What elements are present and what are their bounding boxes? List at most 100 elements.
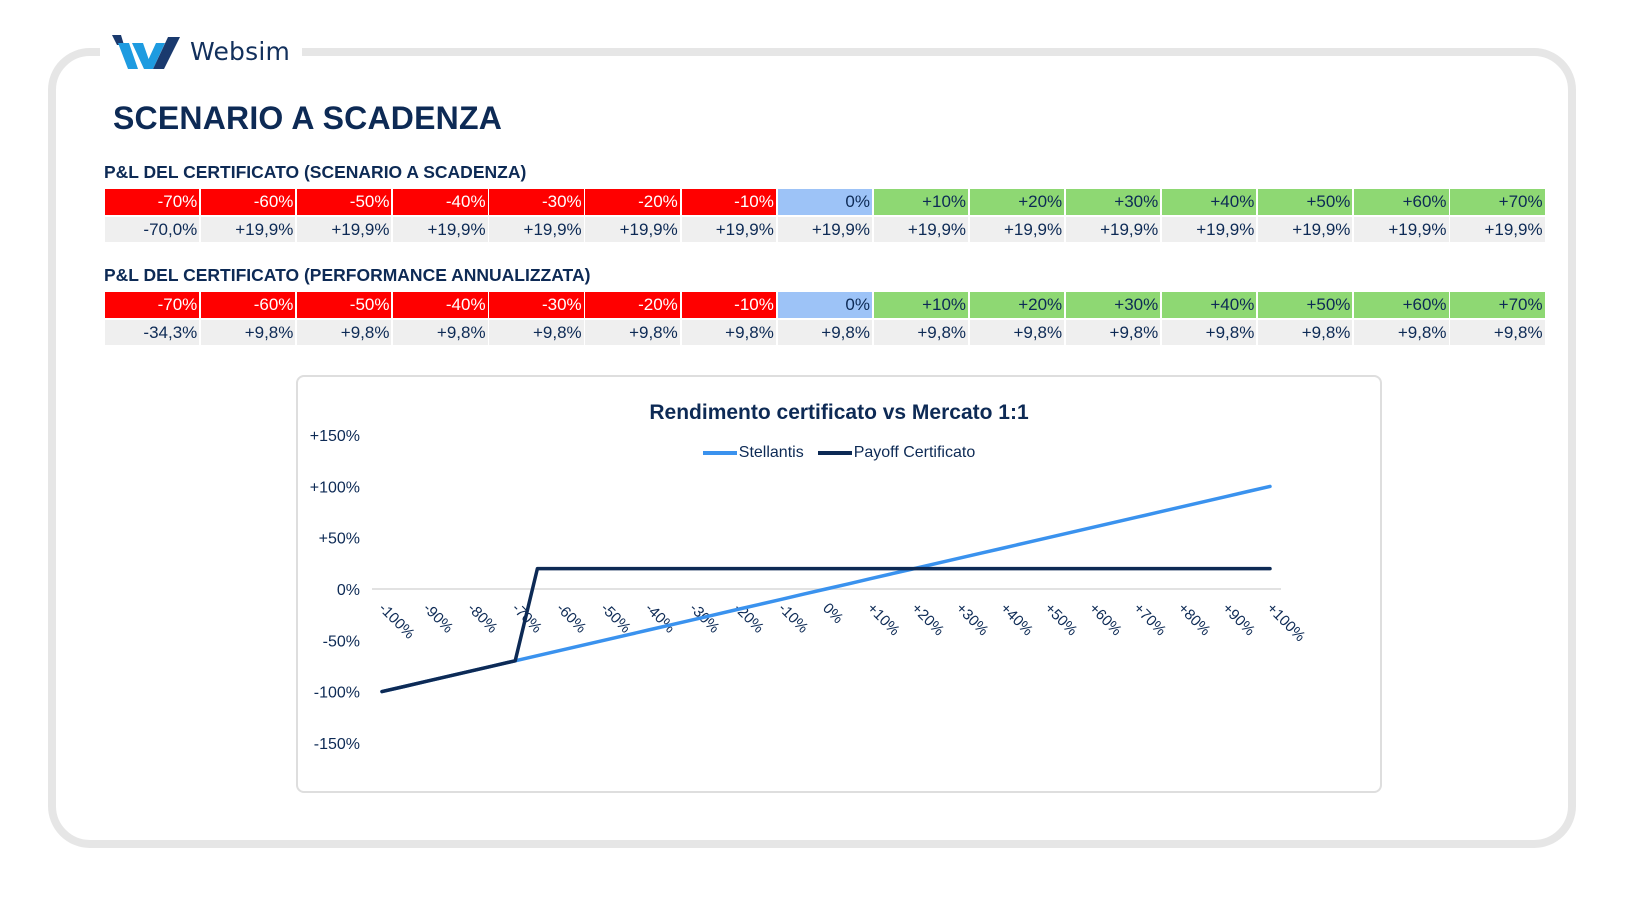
scenario-header-cell: -20%	[585, 292, 680, 318]
x-tick-label: -90%	[420, 600, 457, 637]
scenario-header-cell: +20%	[969, 292, 1065, 318]
x-tick-label: +10%	[864, 600, 903, 639]
pl-value-cell: +19,9%	[1354, 217, 1449, 242]
scenario-header-cell: -30%	[489, 189, 584, 215]
scenario-header-cell: -10%	[681, 189, 776, 215]
scenario-header-cell: +30%	[1065, 189, 1161, 215]
scenario-header-cell: +40%	[1162, 189, 1257, 215]
x-tick-label: -10%	[775, 600, 812, 637]
legend-line-icon	[817, 451, 852, 455]
websim-logo[interactable]: Websim	[100, 26, 303, 76]
legend-item-stellantis[interactable]: Stellantis	[702, 444, 804, 462]
x-tick-label: +70%	[1130, 600, 1169, 639]
scenario-header-cell: +50%	[1258, 189, 1353, 215]
pl-value-cell: +9,8%	[777, 320, 872, 345]
outer-frame	[48, 48, 1576, 848]
websim-w-icon	[112, 35, 180, 69]
pl-value-cell: +19,9%	[393, 217, 488, 242]
scenario-header-cell: -40%	[393, 292, 488, 318]
line-chart-plot: +150%+100%+50%0%-50%-100%-150%-100% -90% -…	[310, 428, 1309, 753]
table-title-scadenza: P&L DEL CERTIFICATO (SCENARIO A SCADENZA…	[104, 162, 527, 182]
chart-title: Rendimento certificato vs Mercato 1:1	[649, 401, 1029, 424]
scenario-header-cell: +30%	[1065, 292, 1161, 318]
scenario-header-cell: +60%	[1354, 292, 1449, 318]
pl-value-cell: +9,8%	[1065, 320, 1161, 345]
pl-value-cell: +19,9%	[873, 217, 969, 242]
pl-value-cell: +9,8%	[1354, 320, 1449, 345]
x-tick-label: +40%	[997, 600, 1036, 639]
scenario-header-cell: +10%	[873, 189, 969, 215]
pl-value-cell: +9,8%	[969, 320, 1065, 345]
scenario-header-cell: +70%	[1450, 292, 1545, 318]
x-tick-label: -60%	[553, 600, 590, 637]
scenario-header-cell: +20%	[969, 189, 1065, 215]
pl-value-cell: +19,9%	[489, 217, 584, 242]
pl-value-cell: +19,9%	[297, 217, 392, 242]
pl-value-cell: +9,8%	[585, 320, 680, 345]
pl-table-scadenza: -70% -60% -50% -40% -30% -20% -10% 0% +10% +20% +3…	[105, 189, 1545, 242]
pl-value-cell: +9,8%	[1258, 320, 1353, 345]
x-tick-label: +90%	[1219, 600, 1258, 639]
pl-value-cell: +19,9%	[201, 217, 296, 242]
scenario-header-cell: +40%	[1162, 292, 1257, 318]
brand-name: Websim	[190, 36, 291, 66]
y-tick-label: -150%	[314, 736, 360, 753]
pl-value-cell: +9,8%	[489, 320, 584, 345]
pl-value-cell: +19,9%	[777, 217, 872, 242]
table-title-annualizzata: P&L DEL CERTIFICATO (PERFORMANCE ANNUALI…	[104, 265, 591, 285]
pl-value-cell: -70,0%	[105, 217, 200, 242]
legend-label: Payoff Certificato	[853, 444, 976, 461]
scenario-header-cell: -20%	[585, 189, 680, 215]
scenario-header-cell: -50%	[297, 189, 392, 215]
pl-value-cell: +19,9%	[1258, 217, 1353, 242]
scenario-header-cell: -60%	[201, 292, 296, 318]
y-tick-label: 0%	[337, 582, 360, 599]
y-tick-label: -50%	[323, 633, 360, 650]
chart-legend: Stellantis Payoff Certificato	[298, 444, 1380, 462]
pl-value-cell: +9,8%	[681, 320, 776, 345]
chart-card: Rendimento certificato vs Mercato 1:1 St…	[296, 375, 1382, 793]
pl-value-cell: +9,8%	[1450, 320, 1545, 345]
x-tick-label: +50%	[1041, 600, 1080, 639]
pl-value-cell: +9,8%	[873, 320, 969, 345]
pl-value-cell: +19,9%	[1162, 217, 1257, 242]
pl-value-cell: +19,9%	[585, 217, 680, 242]
scenario-header-cell: -30%	[489, 292, 584, 318]
scenario-header-cell: 0%	[777, 292, 872, 318]
payoff-line[interactable]	[380, 566, 1272, 694]
stellantis-line[interactable]	[380, 484, 1272, 694]
x-tick-label: -80%	[464, 600, 501, 637]
scenario-header-cell: -70%	[105, 189, 200, 215]
y-tick-label: +50%	[319, 531, 360, 548]
legend-item-payoff[interactable]: Payoff Certificato	[817, 444, 976, 462]
legend-label: Stellantis	[738, 444, 804, 461]
x-tick-label: -100%	[375, 600, 418, 643]
legend-line-icon	[702, 451, 737, 455]
pl-value-cell: +9,8%	[201, 320, 296, 345]
x-tick-label: -50%	[597, 600, 634, 637]
pl-value-cell: +19,9%	[969, 217, 1065, 242]
pl-value-cell: +19,9%	[1450, 217, 1545, 242]
pl-value-cell: +9,8%	[1162, 320, 1257, 345]
scenario-header-cell: -60%	[201, 189, 296, 215]
y-tick-label: -100%	[314, 685, 360, 702]
x-tick-label: +30%	[952, 600, 991, 639]
scenario-header-cell: +70%	[1450, 189, 1545, 215]
scenario-header-cell: -50%	[297, 292, 392, 318]
scenario-header-cell: +50%	[1258, 292, 1353, 318]
scenario-header-cell: -10%	[681, 292, 776, 318]
scenario-header-cell: +10%	[873, 292, 969, 318]
scenario-header-cell: -40%	[393, 189, 488, 215]
y-tick-label: +100%	[310, 479, 360, 496]
pl-value-cell: +19,9%	[1065, 217, 1161, 242]
pl-value-cell: +9,8%	[297, 320, 392, 345]
x-tick-label: 0%	[819, 600, 846, 627]
scenario-header-cell: 0%	[777, 189, 872, 215]
page-title: SCENARIO A SCADENZA	[113, 100, 503, 136]
pl-table-annualizzata: -70% -60% -50% -40% -30% -20% -10% 0% +10% +20% +3…	[105, 292, 1545, 345]
scenario-header-cell: -70%	[105, 292, 200, 318]
pl-value-cell: +19,9%	[681, 217, 776, 242]
y-tick-label: +150%	[310, 428, 360, 445]
pl-value-cell: +9,8%	[393, 320, 488, 345]
x-tick-label: +60%	[1086, 600, 1125, 639]
